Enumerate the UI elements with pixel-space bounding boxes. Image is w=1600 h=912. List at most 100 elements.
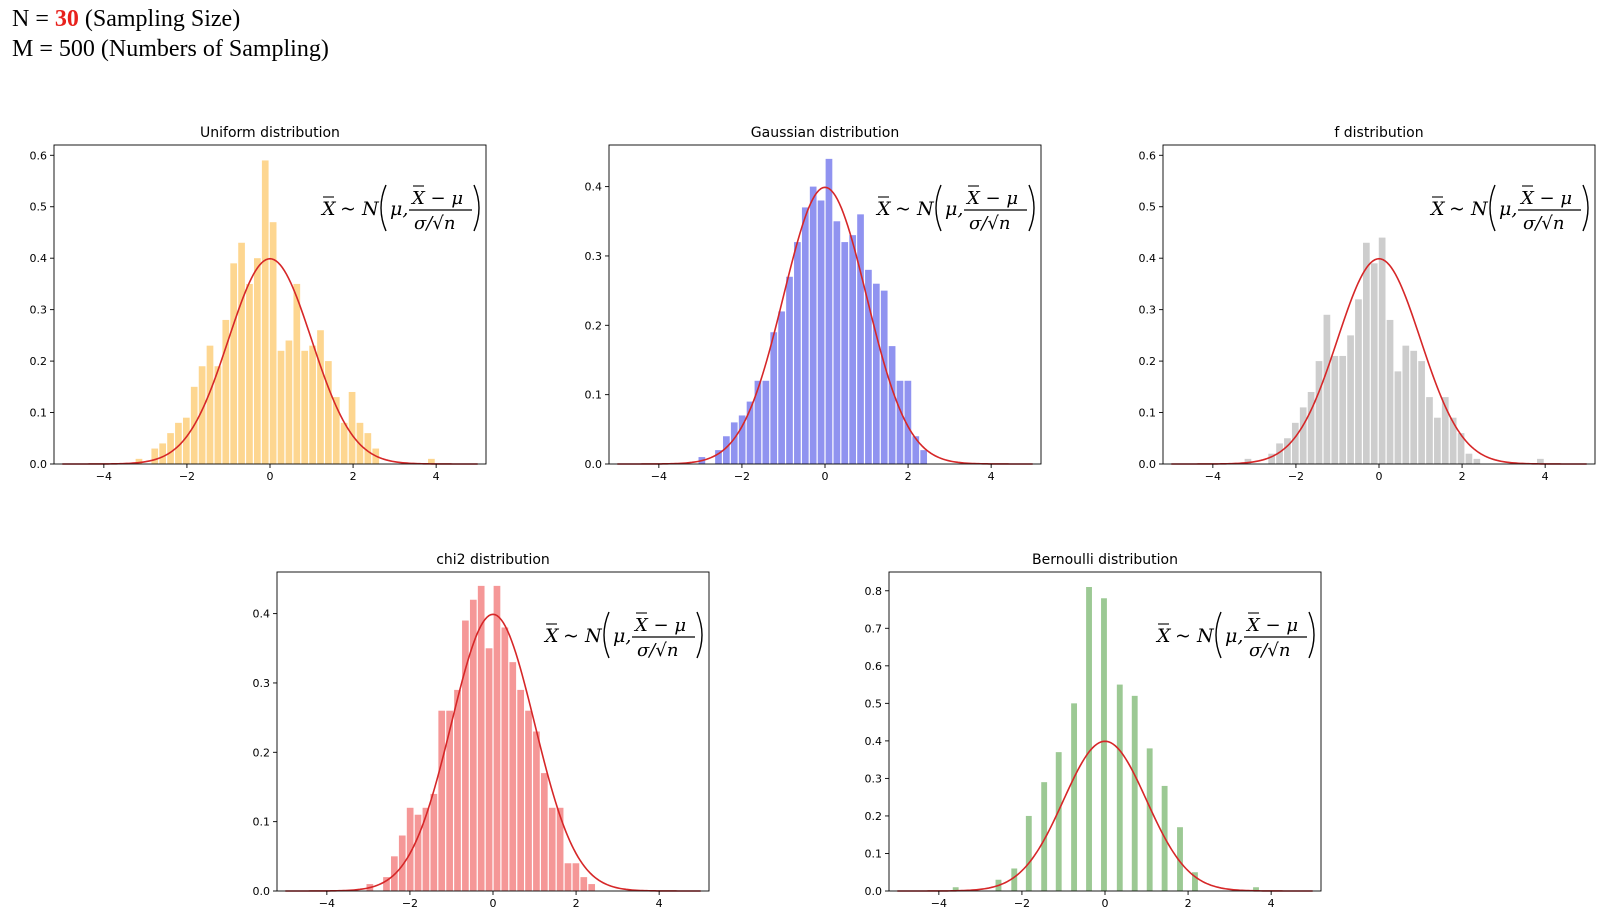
histogram-bar: [340, 422, 348, 464]
y-tick-label: 0.0: [1139, 458, 1157, 471]
formula-annotation: X ~ N μ, X − μ σ/√n: [1429, 184, 1589, 234]
x-tick-label: 0: [1376, 470, 1383, 483]
histogram-bar: [477, 585, 485, 891]
x-tick-label: −2: [1288, 470, 1304, 483]
histogram-bar: [317, 330, 324, 464]
histogram-bar: [1473, 458, 1481, 464]
histogram-bar: [770, 332, 778, 464]
histogram-bar: [715, 450, 722, 464]
histogram-bar: [1071, 703, 1078, 891]
formula-distribution: ~ N: [340, 198, 380, 220]
histogram-bar: [1441, 397, 1449, 464]
y-tick-label: 0.2: [1139, 355, 1157, 368]
histogram-bar: [1284, 438, 1291, 464]
normal-pdf-curve: [897, 740, 1313, 892]
y-tick-label: 0.6: [865, 660, 883, 673]
histogram-bar: [1177, 827, 1183, 891]
y-tick-label: 0.5: [865, 697, 883, 710]
histogram-bar: [888, 346, 896, 464]
y-tick-label: 0.4: [865, 735, 883, 748]
histogram-bar: [1101, 598, 1107, 891]
histogram-bar: [1339, 355, 1347, 464]
chart-5: Bernoulli distribution −4 −2 0 2 4 0.0 0.1 0.2 0.…: [865, 552, 1322, 910]
y-tick-label: 0.4: [585, 181, 603, 194]
number-of-sampling-line: M = 500 (Numbers of Sampling): [12, 36, 329, 62]
histogram-bar: [332, 397, 340, 464]
histogram-bar: [1146, 748, 1153, 891]
left-paren: [935, 184, 942, 232]
histogram-bar: [198, 366, 206, 464]
histogram-bar: [525, 710, 532, 891]
histogram-bar: [746, 401, 754, 464]
histogram-bar: [920, 450, 928, 464]
histogram-bar: [952, 887, 959, 891]
histogram-bar: [1465, 453, 1473, 464]
sampling-size-line: N = 30 (Sampling Size): [12, 4, 329, 34]
histogram-bar: [1011, 868, 1018, 891]
histogram-bar: [1394, 371, 1402, 464]
histogram-bar: [462, 620, 469, 891]
histogram-bar: [1331, 355, 1339, 464]
y-tick-label: 0.3: [253, 677, 271, 690]
x-tick-label: 0: [267, 470, 274, 483]
histogram-bar: [738, 415, 746, 464]
sampling-size-suffix: (Sampling Size): [78, 6, 241, 32]
formula-mean: μ,: [613, 625, 631, 647]
histogram-bar: [1041, 782, 1048, 891]
x-tick-label: −4: [1205, 470, 1221, 483]
histogram-bar: [517, 689, 524, 891]
histogram-bar: [880, 290, 888, 464]
histogram-bar: [285, 340, 293, 464]
formula-annotation: X ~ N μ, X − μ σ/√n: [1155, 611, 1315, 661]
histogram-bar: [348, 391, 356, 464]
formula-lhs: X: [320, 198, 337, 220]
normal-pdf-curve: [617, 186, 1033, 465]
formula-annotation: X ~ N μ, X − μ σ/√n: [875, 184, 1035, 234]
right-paren: [696, 611, 703, 659]
histogram-bar: [277, 350, 285, 464]
formula-annotation: X ~ N μ, X − μ σ/√n: [320, 184, 480, 234]
y-tick-label: 0.3: [585, 250, 603, 263]
histogram-bar: [175, 422, 182, 464]
histogram-bar: [1291, 422, 1299, 464]
histogram-bar: [723, 436, 730, 464]
histogram-bar: [230, 263, 238, 464]
histogram-bar: [1253, 887, 1259, 891]
y-tick-label: 0.2: [865, 810, 883, 823]
histogram-bar: [159, 443, 166, 464]
x-tick-label: −2: [1014, 897, 1030, 910]
histogram-bar: [1347, 335, 1354, 464]
histogram-bar: [428, 458, 435, 464]
histogram-bar: [293, 283, 301, 464]
left-paren: [380, 184, 387, 232]
y-tick-label: 0.7: [865, 622, 883, 635]
formula-distribution: ~ N: [1175, 625, 1215, 647]
histogram-bar: [786, 276, 793, 464]
histogram-bar: [135, 458, 143, 464]
histogram-bar: [1268, 453, 1275, 464]
histogram-bar: [469, 599, 477, 891]
chart-title: Gaussian distribution: [751, 125, 899, 141]
histogram-bar: [849, 235, 856, 464]
histogram-bar: [454, 689, 461, 891]
sampling-size-prefix: N =: [12, 6, 55, 32]
y-tick-label: 0.6: [30, 149, 48, 162]
formula-distribution: ~ N: [895, 198, 935, 220]
x-tick-label: −2: [179, 470, 195, 483]
histogram-bar: [825, 158, 833, 464]
x-tick-label: 0: [490, 897, 497, 910]
histogram-bar: [1086, 587, 1092, 891]
formula-lhs: X: [1155, 625, 1172, 647]
formula-lhs: X: [875, 198, 892, 220]
formula-denominator: σ/√n: [1249, 640, 1290, 661]
y-tick-label: 0.2: [30, 355, 48, 368]
x-tick-label: 2: [350, 470, 357, 483]
formula-denominator: σ/√n: [637, 640, 678, 661]
histogram-bar: [801, 207, 809, 464]
histogram-bar: [364, 433, 372, 464]
formula-numerator: X − μ: [1519, 188, 1572, 209]
formula-mean: μ,: [390, 198, 408, 220]
y-tick-label: 0.4: [1139, 252, 1157, 265]
histogram-bar: [857, 214, 864, 464]
histogram-bar: [1323, 314, 1331, 464]
